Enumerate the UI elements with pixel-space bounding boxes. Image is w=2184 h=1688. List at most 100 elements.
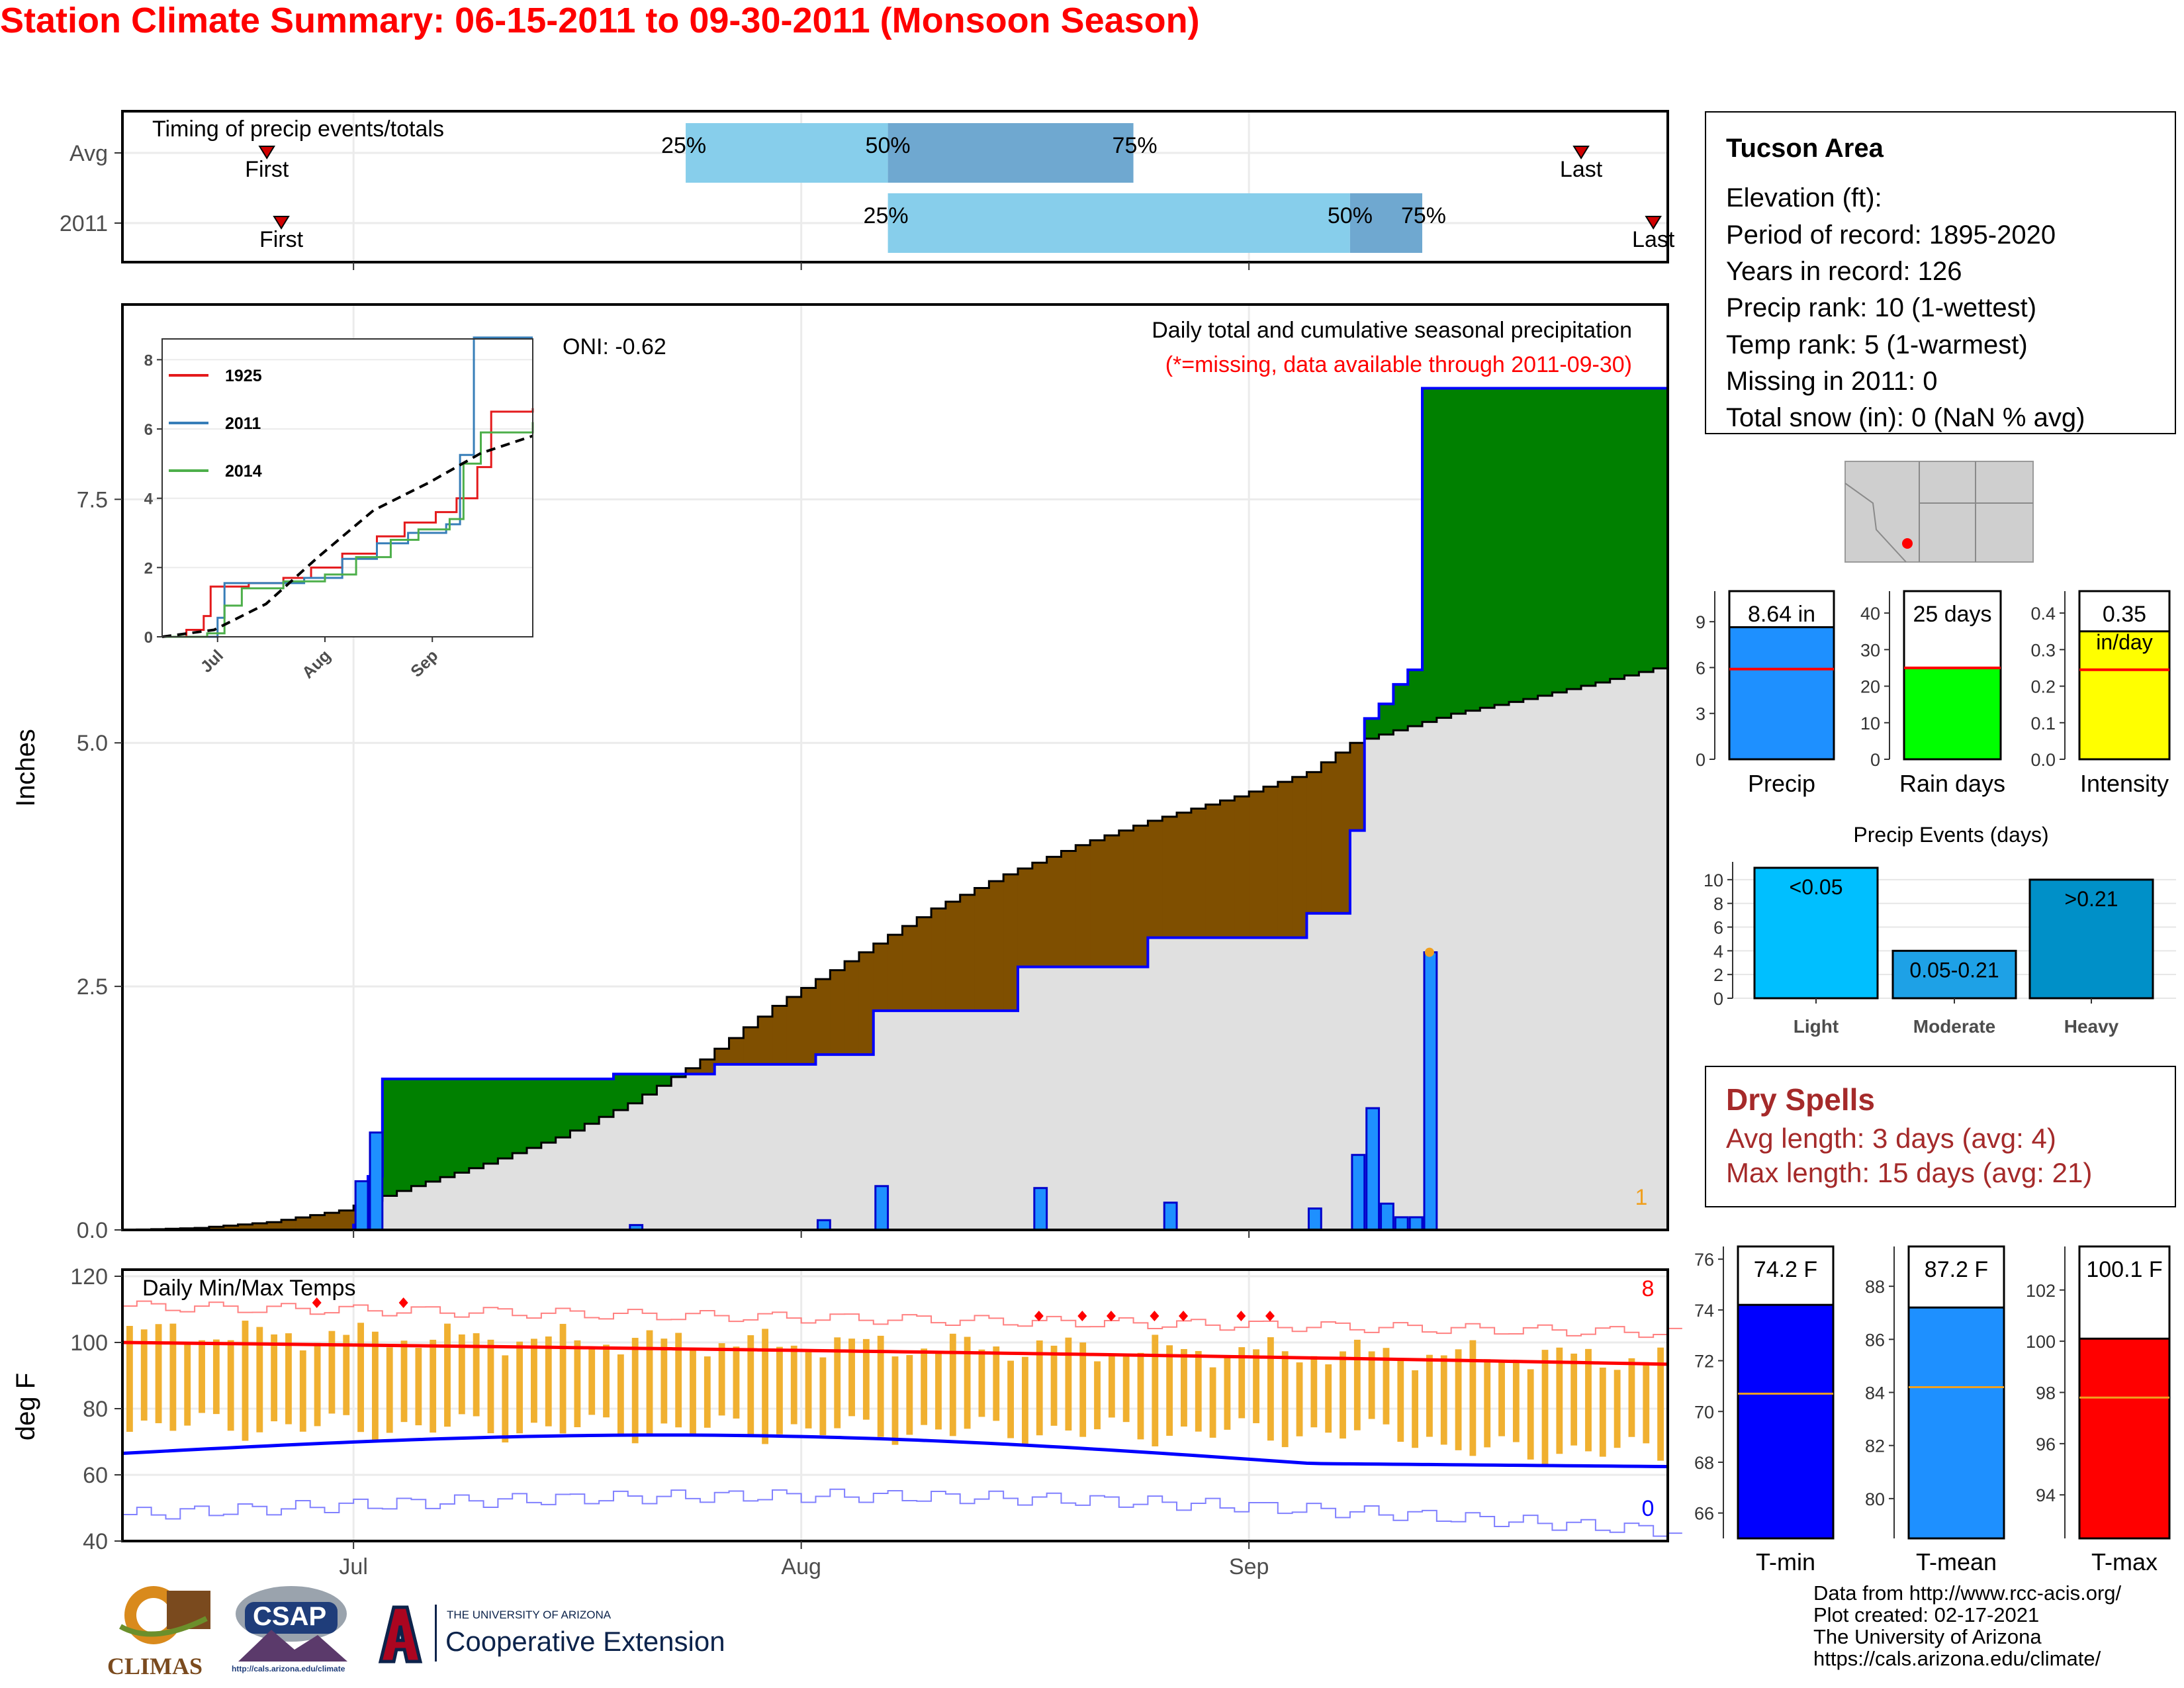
daily-temp-bar (1253, 1349, 1259, 1423)
daily-temp-bar (790, 1345, 797, 1425)
daily-temp-bar (1166, 1345, 1173, 1436)
below-average-area (1263, 786, 1279, 938)
small-chart-ytick-label: 6 (1696, 658, 1706, 678)
below-average-area (1118, 830, 1134, 967)
small-chart-ytick-label: 40 (1860, 604, 1880, 624)
climas-logo: CLIMAS (107, 1579, 220, 1679)
daily-temp-bar (1527, 1369, 1534, 1460)
daily-temp-bar (199, 1340, 205, 1413)
above-average-area (1408, 669, 1423, 726)
inset-border (161, 338, 533, 637)
cumulative-base-area (844, 1055, 860, 1230)
precip-event-category-label: Light (1794, 1016, 1839, 1037)
station-name: Tucson Area (1726, 134, 1884, 163)
above-average-area (1364, 718, 1380, 739)
below-average-area (1220, 800, 1235, 938)
above-average-area (541, 1078, 557, 1143)
cumulative-base-area (887, 1010, 903, 1230)
daily-temp-bar (559, 1323, 567, 1434)
csap-wordmark: CSAP (253, 1602, 327, 1631)
below-average-area (1177, 812, 1192, 938)
daily-temp-bar (1007, 1360, 1014, 1438)
below-average-area (830, 970, 845, 1055)
daily-precip-bar (1307, 1207, 1322, 1231)
small-chart-ytick-label: 76 (1694, 1250, 1714, 1270)
timing-bar-50-75 (887, 123, 1134, 183)
below-average-area (1321, 762, 1336, 914)
precip-event-bar (1753, 867, 1879, 1000)
small-chart-value-label: 100.1 F (2086, 1257, 2162, 1282)
cumulative-base-area (1061, 966, 1076, 1230)
dry-spells-box: Dry Spells Avg length: 3 days (avg: 4) M… (1705, 1066, 2176, 1207)
small-chart-ytick-label: 102 (2026, 1281, 2056, 1301)
daily-temp-bar (1137, 1352, 1144, 1440)
daily-temp-bar (1181, 1348, 1187, 1427)
small-chart-category-label: T-min (1756, 1548, 1815, 1575)
small-chart-ytick-label: 84 (1865, 1383, 1885, 1403)
below-average-area (815, 979, 831, 1055)
daily-temp-bar (126, 1326, 133, 1432)
daily-temp-bar (1498, 1361, 1505, 1436)
above-average-area (1494, 388, 1510, 705)
last-event-marker-icon (1645, 216, 1662, 230)
below-average-area (1017, 868, 1033, 967)
small-chart-value-label: 74.2 F (1754, 1257, 1817, 1282)
daily-temp-bar (271, 1334, 278, 1422)
timing-panel-border (121, 110, 1669, 263)
daily-temp-bar (574, 1340, 581, 1428)
cumulative-base-area (974, 1010, 989, 1230)
cumulative-base-area (743, 1064, 758, 1230)
above-average-area (1523, 388, 1539, 699)
above-average-area (599, 1078, 614, 1117)
cumulative-base-area (642, 1094, 658, 1230)
daily-temp-bar (1036, 1340, 1043, 1436)
precip-panel-border (121, 303, 1669, 1231)
small-chart-ytick-label: 0 (1696, 750, 1706, 770)
record-low-count: 0 (1642, 1496, 1655, 1521)
inset-series-line (162, 336, 533, 638)
small-chart-value-bar (1903, 667, 2002, 761)
small-chart-ytick-label: 0.1 (2030, 714, 2056, 733)
csap-logo: CSAP http://cals.arizona.edu/climate (232, 1583, 351, 1683)
below-average-area (960, 894, 976, 1011)
above-average-area (382, 1078, 398, 1196)
inset-ytick-label: 6 (144, 421, 153, 439)
record-high-marker-icon (1077, 1311, 1087, 1321)
cumulative-base-area (1133, 966, 1148, 1230)
events-ytick-label: 6 (1713, 918, 1723, 938)
daily-temp-bar (343, 1335, 350, 1415)
daily-temp-bar (1050, 1345, 1058, 1426)
above-average-area (469, 1078, 484, 1168)
cumulative-base-area (714, 1064, 730, 1230)
cumulative-base-area (1292, 937, 1308, 1230)
daily-temp-bar (1296, 1362, 1303, 1436)
small-chart-ytick-label: 20 (1860, 677, 1880, 697)
cumulative-base-area (1552, 692, 1567, 1230)
temp-panel-title: Daily Min/Max Temps (142, 1276, 355, 1301)
small-chart-value-bar (2078, 630, 2171, 761)
cumulative-base-area (1624, 675, 1639, 1230)
daily-temp-bar (400, 1340, 408, 1423)
daily-temp-bar (1267, 1337, 1274, 1441)
timing-label-50: 50% (866, 133, 911, 158)
small-chart-value-bar (1907, 1306, 2005, 1540)
daily-temp-bar (1340, 1351, 1346, 1439)
average-tmin-line (122, 1433, 1668, 1468)
first-event-label: First (259, 227, 304, 252)
cumulative-base-area (1220, 937, 1235, 1230)
csap-cloud-icon (236, 1586, 347, 1662)
inset-ytick-label: 0 (144, 629, 153, 647)
below-average-area (267, 1222, 282, 1230)
daily-temp-bar (1512, 1362, 1520, 1442)
cumulative-base-area (786, 1064, 802, 1230)
small-chart-category-label: Precip (1748, 770, 1815, 797)
above-average-area (1552, 388, 1567, 692)
timing-bar-25-50 (686, 123, 888, 183)
first-event-label: First (245, 157, 289, 182)
precip-events-title: Precip Events (days) (1853, 823, 2048, 847)
cumulative-base-area (1480, 708, 1495, 1230)
daily-temp-bar (314, 1342, 321, 1427)
cumulative-base-area (555, 1137, 571, 1230)
cumulative-base-area (1465, 710, 1480, 1230)
small-chart-ytick-label: 0.3 (2030, 640, 2056, 660)
